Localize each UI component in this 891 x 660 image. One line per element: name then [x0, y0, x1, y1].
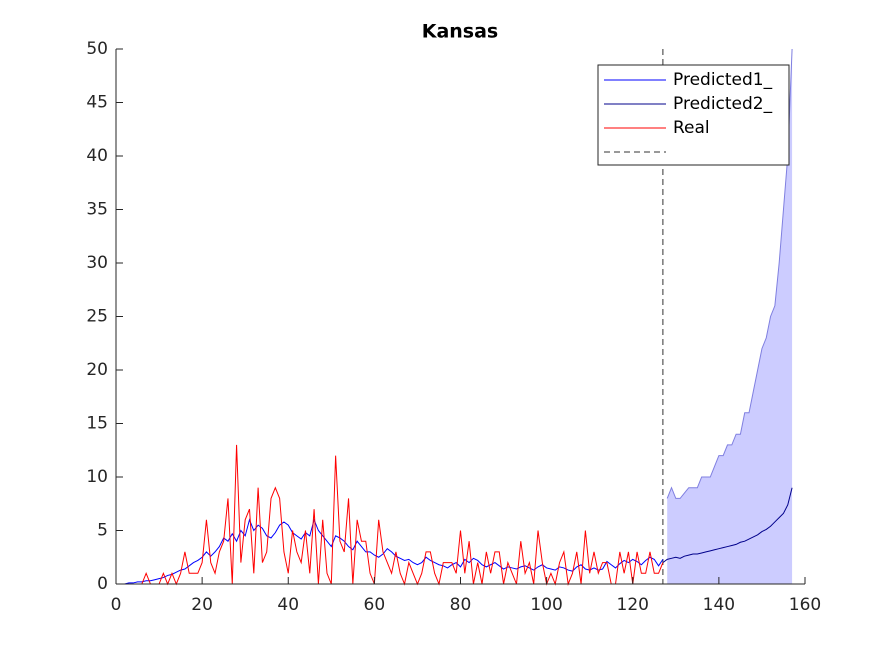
x-tick-label: 80: [450, 595, 472, 615]
legend-label: Predicted1_: [673, 70, 773, 90]
y-tick-label: 20: [86, 360, 108, 380]
x-tick-label: 60: [364, 595, 386, 615]
y-tick-label: 25: [86, 307, 108, 327]
legend-box: [597, 64, 790, 166]
y-tick-label: 10: [86, 467, 108, 487]
y-tick-label: 5: [97, 521, 108, 541]
x-tick-label: 20: [191, 595, 213, 615]
y-tick-label: 45: [86, 93, 108, 113]
y-tick-label: 30: [86, 253, 108, 273]
y-tick-label: 50: [86, 39, 108, 59]
series-line: [662, 487, 793, 564]
x-tick-label: 0: [111, 595, 122, 615]
y-tick-label: 40: [86, 146, 108, 166]
y-tick-label: 35: [86, 200, 108, 220]
y-tick-label: 15: [86, 414, 108, 434]
x-tick-label: 140: [703, 595, 735, 615]
series-line: [120, 444, 664, 586]
band-edge: [666, 48, 793, 499]
confidence-band: [667, 49, 793, 584]
x-tick-label: 160: [789, 595, 821, 615]
legend-label: Predicted2_: [673, 94, 773, 114]
y-tick-label: 0: [97, 574, 108, 594]
x-tick-label: 100: [530, 595, 562, 615]
chart-title: Kansas: [422, 21, 499, 43]
x-tick-label: 120: [617, 595, 649, 615]
x-tick-label: 40: [277, 595, 299, 615]
legend-label: Real: [673, 118, 710, 138]
